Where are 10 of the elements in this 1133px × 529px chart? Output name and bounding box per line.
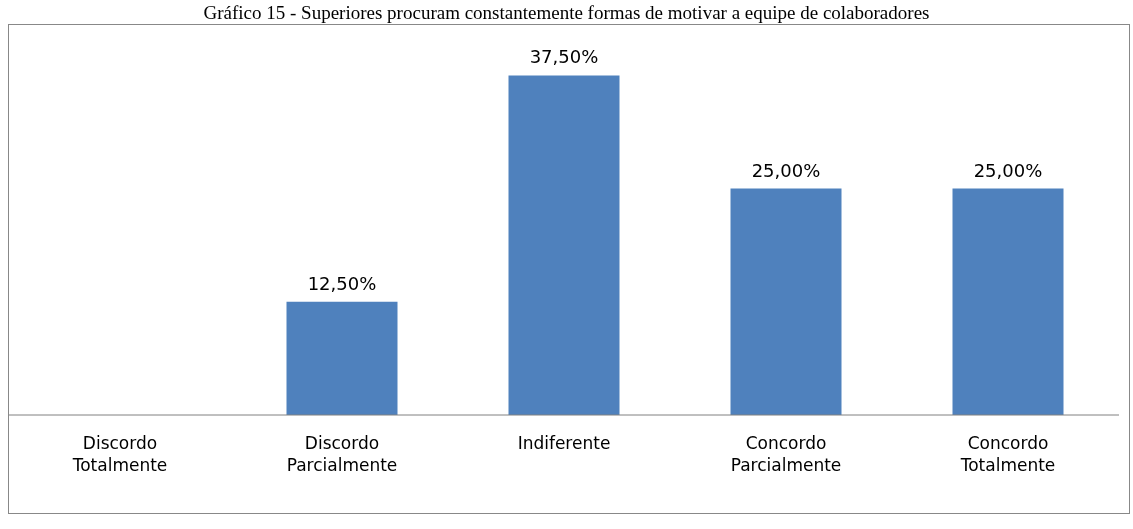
data-label: 37,50% — [529, 46, 599, 68]
x-tick-label: Discordo Parcialmente — [286, 433, 398, 475]
x-tick-label: Discordo Totalmente — [71, 433, 168, 475]
data-label: 12,50% — [307, 272, 377, 294]
data-label: 25,00% — [751, 159, 821, 181]
chart-title: Gráfico 15 - Superiores procuram constantemente formas de motivar a equipe de colaboradores — [202, 2, 931, 24]
x-tick-label: Concordo Totalmente — [959, 433, 1056, 475]
x-tick-label: Concordo Parcialmente — [730, 433, 842, 475]
x-tick-label: Indiferente — [517, 433, 611, 453]
data-label: 25,00% — [973, 159, 1043, 181]
